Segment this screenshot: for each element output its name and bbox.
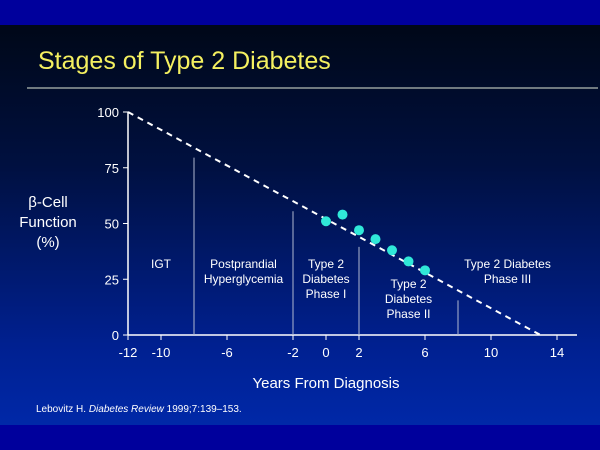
- x-tick-label: 2: [355, 345, 362, 360]
- x-axis-label: Years From Diagnosis: [252, 375, 399, 392]
- data-point: [370, 234, 381, 245]
- citation-details: 1999;7:139–153.: [163, 404, 242, 415]
- stage-label: Type 2: [390, 277, 426, 291]
- y-axis-label: (%): [36, 234, 59, 251]
- slide-title: Stages of Type 2 Diabetes: [38, 47, 331, 75]
- citation: Lebovitz H. Diabetes Review 1999;7:139–1…: [36, 404, 242, 415]
- stage-label: Phase III: [484, 272, 531, 286]
- stage-label: Diabetes: [302, 272, 349, 286]
- data-point: [420, 265, 430, 276]
- stage-label: Diabetes: [385, 292, 432, 306]
- title-divider: [27, 87, 598, 89]
- y-tick-label: 100: [97, 105, 119, 120]
- data-point: [337, 209, 348, 220]
- stage-label: Type 2: [308, 257, 344, 271]
- x-tick-label: -10: [152, 345, 171, 360]
- x-tick-label: -6: [221, 345, 233, 360]
- x-tick-label: -12: [119, 345, 138, 360]
- data-point: [403, 256, 414, 267]
- stage-label: Phase II: [386, 307, 430, 321]
- y-tick-label: 25: [105, 272, 119, 287]
- y-tick-label: 50: [105, 217, 119, 232]
- stage-label: Hyperglycemia: [204, 272, 284, 286]
- y-axis-label: Function: [19, 214, 77, 231]
- x-tick-label: -2: [287, 345, 299, 360]
- stage-label: Postprandial: [210, 257, 277, 271]
- stage-label: IGT: [151, 257, 172, 271]
- slide: Stages of Type 2 Diabetes 0 25 50 75 100 -12-…: [0, 25, 600, 425]
- stage-label: Phase I: [306, 287, 347, 301]
- x-tick-label: 10: [484, 345, 498, 360]
- stage-label: Type 2 Diabetes: [464, 257, 551, 271]
- x-tick-label: 6: [421, 345, 428, 360]
- x-tick-label: 0: [322, 345, 329, 360]
- x-tick-label: 14: [550, 345, 564, 360]
- data-point: [354, 225, 364, 236]
- y-tick-label: 75: [105, 161, 119, 176]
- chart: 0 25 50 75 100 -12 -10 -6 -2 0 2 6 10 14 IGT Postprandi…: [19, 105, 577, 392]
- citation-journal: Diabetes Review: [88, 404, 164, 415]
- data-point: [387, 245, 397, 256]
- citation-author: Lebovitz H.: [36, 404, 89, 415]
- trend-line: [127, 111, 541, 336]
- y-tick-label: 0: [112, 328, 119, 343]
- y-axis-label: β-Cell: [28, 194, 67, 211]
- data-point: [321, 216, 331, 227]
